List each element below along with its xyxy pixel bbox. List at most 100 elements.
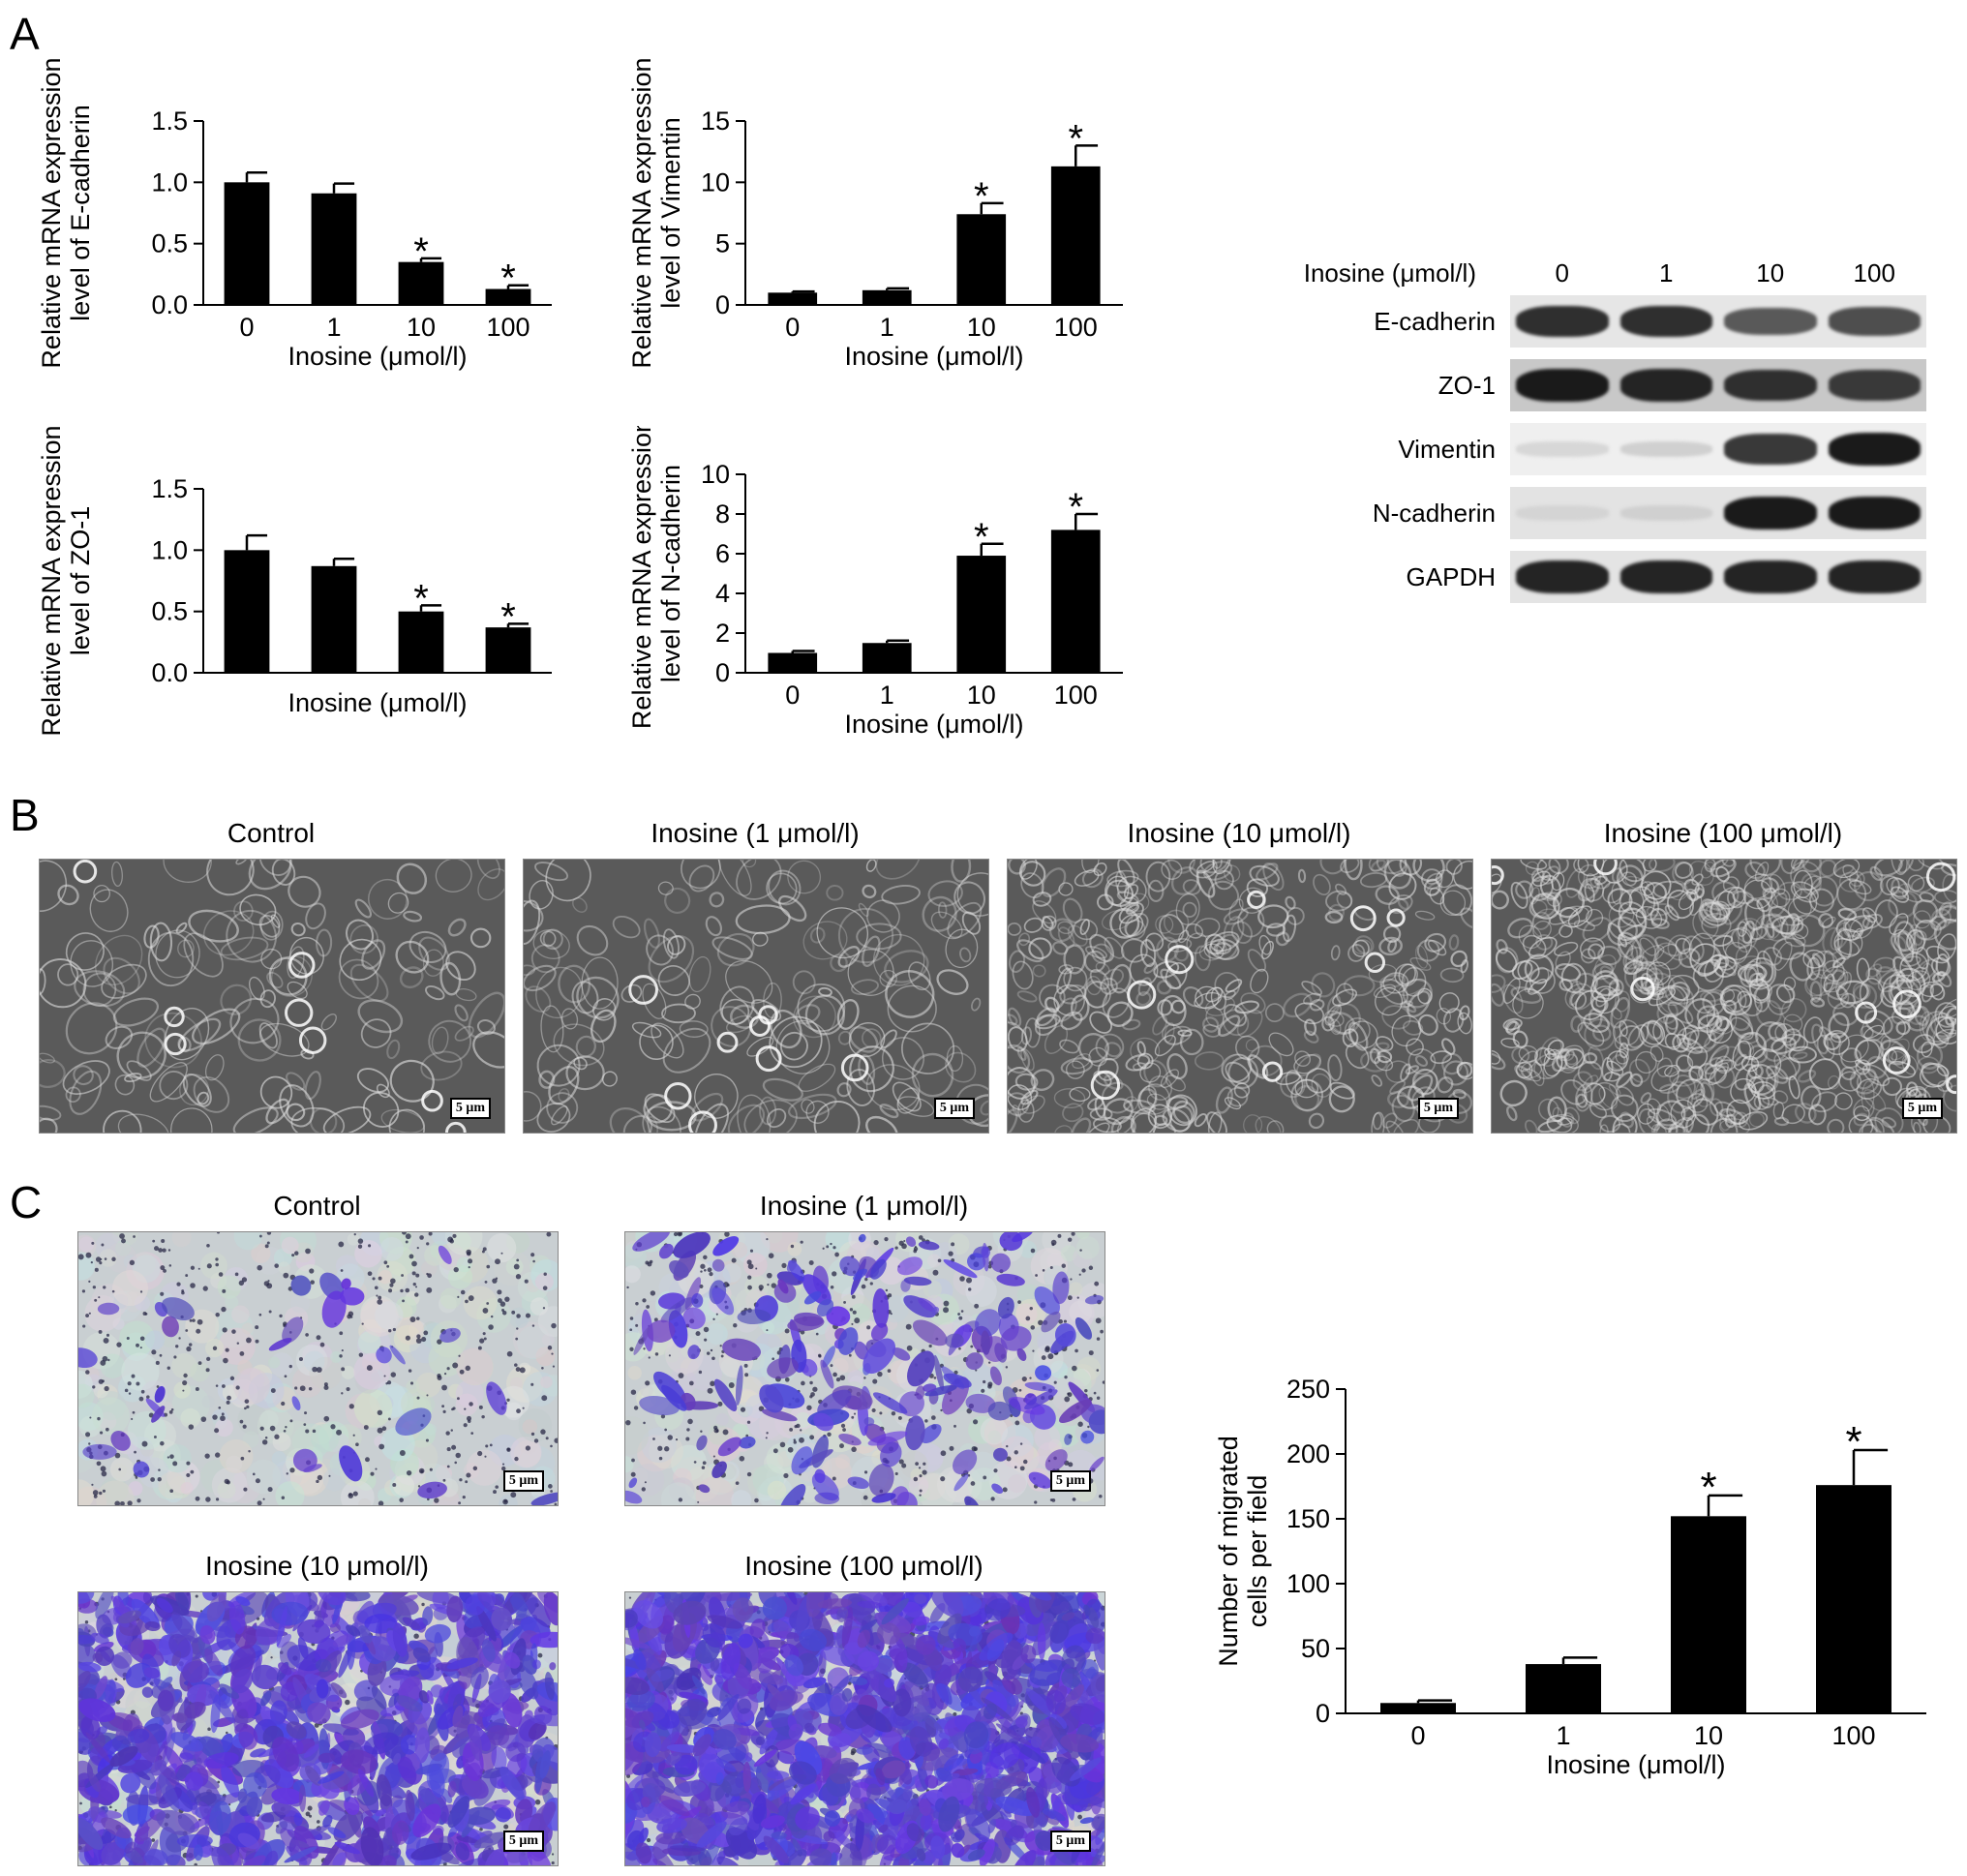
y-tick-label: 10 (701, 460, 730, 489)
bar (485, 288, 531, 305)
significance-star: * (413, 230, 429, 273)
y-axis-label: Number of migrated (1214, 1436, 1243, 1667)
significance-star: * (974, 516, 989, 559)
wb-band (1619, 305, 1712, 338)
transwell-micrograph: 5 μm (77, 1591, 559, 1866)
x-tick-label: 100 (1054, 681, 1098, 710)
x-tick-label: 1 (1556, 1721, 1570, 1750)
y-axis-label: Relative mRNA expression (39, 57, 66, 368)
significance-star: * (974, 175, 989, 218)
x-tick-label: 100 (1054, 313, 1098, 342)
wb-band (1724, 307, 1817, 336)
wb-band (1619, 441, 1712, 457)
transwell-caption: Inosine (100 μmol/l) (744, 1551, 984, 1581)
wb-band (1619, 560, 1712, 593)
x-axis-label: Inosine (μmol/l) (844, 710, 1023, 739)
y-tick-label: 10 (701, 167, 730, 197)
wb-band (1724, 369, 1817, 402)
wb-column-label: 10 (1756, 258, 1785, 287)
morphology-micrograph: 5 μm (1007, 859, 1473, 1134)
wb-header: Inosine (μmol/l) (1303, 258, 1476, 287)
y-tick-label: 1.5 (151, 106, 188, 136)
transwell-caption: Control (273, 1191, 361, 1221)
y-tick-label: 4 (715, 579, 730, 608)
bar (862, 289, 912, 305)
wb-band (1724, 496, 1817, 530)
x-axis-label: Inosine (μmol/l) (287, 688, 467, 717)
x-tick-label: 1 (880, 313, 894, 342)
y-tick-label: 0 (715, 290, 730, 319)
wb-band (1828, 307, 1921, 336)
panel-label-c: C (10, 1177, 43, 1227)
transwell-micrograph: 5 μm (624, 1591, 1105, 1866)
wb-strip (1510, 551, 1926, 603)
western-blot: Inosine (μmol/l) 0 1 10 100 E-cadherin ZO-1 Vim… (1239, 247, 1936, 615)
morphology-caption: Inosine (10 μmol/l) (1127, 818, 1351, 848)
scale-bar: 5 μm (1049, 1470, 1091, 1492)
wb-band (1516, 560, 1609, 593)
wb-row-label: Vimentin (1398, 435, 1496, 464)
x-axis-label: Inosine (μmol/l) (287, 342, 467, 371)
wb-strip (1510, 295, 1926, 348)
y-axis-label: Relative mRNA expression (39, 426, 66, 737)
transwell-micrograph: 5 μm (77, 1231, 559, 1506)
y-tick-label: 1.5 (151, 474, 188, 503)
bar (956, 556, 1007, 673)
significance-star: * (500, 257, 516, 300)
x-tick-label: 100 (1831, 1721, 1875, 1750)
x-tick-label: 1 (326, 313, 341, 342)
x-axis-label: Inosine (μmol/l) (1546, 1750, 1725, 1779)
bar (311, 193, 357, 305)
y-tick-label: 250 (1286, 1375, 1330, 1404)
y-tick-label: 50 (1301, 1634, 1330, 1663)
y-tick-label: 150 (1286, 1504, 1330, 1533)
transwell-caption: Inosine (1 μmol/l) (759, 1191, 969, 1221)
x-tick-label: 0 (239, 313, 254, 342)
y-axis-label: Relative mRNA expression (629, 426, 656, 729)
bar (768, 292, 818, 305)
significance-star: * (500, 595, 516, 638)
wb-row-label: E-cadherin (1374, 307, 1496, 336)
wb-band (1516, 505, 1609, 521)
morphology-micrograph: 5 μm (39, 859, 505, 1134)
bar (1050, 530, 1101, 673)
wb-row-label: GAPDH (1406, 562, 1496, 591)
wb-row-label: N-cadherin (1372, 499, 1496, 528)
wb-band (1516, 305, 1609, 338)
wb-band (1516, 368, 1609, 403)
y-tick-label: 1.0 (151, 167, 188, 197)
y-tick-label: 200 (1286, 1439, 1330, 1468)
x-tick-label: 1 (880, 681, 894, 710)
chart-ecadherin-mrna: 0.0 0.5 1.0 1.5 0 1 * 10 * 100 Inosine (μmol/l) Rel… (39, 57, 552, 371)
wb-band (1516, 441, 1609, 457)
significance-star: * (1700, 1464, 1716, 1511)
y-tick-label: 2 (715, 619, 730, 648)
x-tick-label: 10 (1694, 1721, 1723, 1750)
y-axis-label: level of ZO-1 (66, 506, 95, 656)
y-axis-label: level of N-cadherin (656, 465, 685, 682)
y-tick-label: 5 (715, 229, 730, 258)
significance-star: * (1845, 1418, 1861, 1466)
significance-star: * (1068, 486, 1083, 529)
y-axis-label: level of E-cadherin (66, 105, 95, 321)
scale-bar: 5 μm (1901, 1098, 1943, 1119)
wb-column-label: 100 (1853, 258, 1895, 287)
chart-vimentin-mrna: 0 5 10 15 0 1 * 10 * 100 Inosine (μmol/l) Relative … (629, 57, 1123, 371)
y-tick-label: 0.0 (151, 290, 188, 319)
bar (862, 643, 912, 673)
x-axis-label: Inosine (μmol/l) (844, 342, 1023, 371)
y-axis-label: Relative mRNA expression (629, 57, 656, 368)
wb-band (1828, 432, 1921, 467)
wb-band (1619, 369, 1712, 402)
significance-star: * (1068, 117, 1083, 160)
morphology-caption: Inosine (1 μmol/l) (651, 818, 860, 848)
x-tick-label: 10 (967, 313, 996, 342)
y-tick-label: 0 (1316, 1699, 1330, 1728)
x-tick-label: 10 (407, 313, 436, 342)
bar (1380, 1703, 1456, 1713)
y-tick-label: 15 (701, 106, 730, 136)
scale-bar: 5 μm (502, 1831, 544, 1852)
y-axis-label: level of Vimentin (656, 117, 685, 309)
bar (398, 611, 444, 673)
